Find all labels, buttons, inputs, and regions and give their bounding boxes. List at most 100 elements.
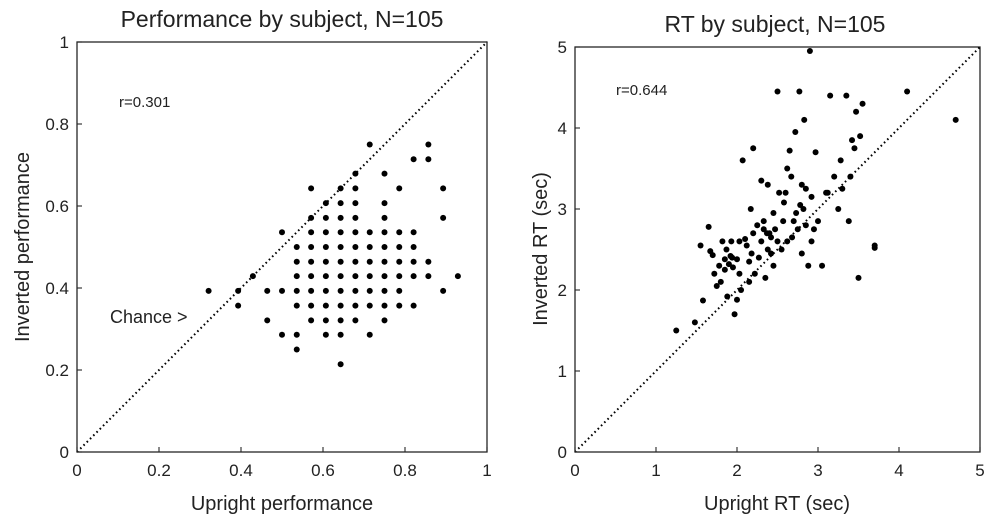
data-point bbox=[366, 287, 373, 294]
data-point bbox=[205, 287, 212, 294]
data-point bbox=[736, 238, 743, 245]
data-point bbox=[721, 256, 728, 263]
data-point bbox=[322, 273, 329, 280]
data-point bbox=[789, 234, 796, 241]
data-point bbox=[719, 238, 726, 245]
data-point bbox=[337, 200, 344, 207]
data-point bbox=[729, 264, 736, 271]
data-point bbox=[396, 244, 403, 250]
data-point bbox=[758, 238, 765, 245]
data-point bbox=[381, 273, 388, 280]
data-point bbox=[831, 173, 838, 180]
x-tick-label: 2 bbox=[732, 461, 741, 480]
data-point bbox=[322, 214, 329, 221]
data-point bbox=[352, 200, 359, 207]
data-point bbox=[410, 229, 417, 236]
data-point bbox=[293, 244, 300, 250]
data-point bbox=[410, 156, 417, 163]
data-point bbox=[750, 145, 757, 152]
data-point bbox=[337, 331, 344, 338]
data-point bbox=[352, 258, 359, 265]
y-tick-label: 0.2 bbox=[45, 361, 69, 380]
data-point bbox=[716, 262, 723, 269]
data-point bbox=[812, 149, 819, 156]
data-point bbox=[410, 244, 417, 250]
data-point bbox=[308, 273, 315, 280]
data-point bbox=[235, 302, 242, 309]
data-point bbox=[839, 185, 846, 192]
data-point bbox=[264, 317, 271, 324]
data-point bbox=[352, 317, 359, 324]
data-point bbox=[776, 189, 783, 196]
data-point bbox=[352, 302, 359, 309]
data-point bbox=[728, 238, 735, 245]
data-point bbox=[729, 254, 736, 261]
data-point bbox=[396, 185, 403, 192]
data-point bbox=[734, 296, 740, 303]
data-point bbox=[337, 317, 344, 324]
data-point bbox=[381, 287, 388, 294]
data-point bbox=[308, 185, 315, 192]
data-point bbox=[806, 48, 813, 55]
data-point bbox=[723, 246, 730, 253]
data-point bbox=[824, 189, 831, 196]
data-point bbox=[352, 244, 359, 250]
y-axis-label: Inverted RT (sec) bbox=[530, 172, 552, 326]
data-point bbox=[746, 278, 753, 285]
data-point bbox=[308, 214, 315, 221]
data-point bbox=[293, 331, 300, 338]
data-point bbox=[802, 185, 809, 192]
data-point bbox=[352, 170, 359, 177]
data-point bbox=[322, 258, 329, 265]
data-point bbox=[396, 302, 403, 309]
data-point bbox=[770, 262, 777, 269]
data-point bbox=[440, 214, 447, 221]
data-point bbox=[798, 250, 805, 257]
data-point bbox=[279, 331, 285, 338]
data-point bbox=[801, 116, 808, 123]
chart-title: Performance by subject, N=105 bbox=[121, 6, 444, 32]
data-point bbox=[713, 282, 720, 289]
data-point bbox=[805, 262, 812, 269]
data-point bbox=[410, 258, 417, 265]
data-point bbox=[754, 222, 761, 229]
correlation-annotation: r=0.301 bbox=[119, 94, 170, 111]
data-point bbox=[381, 229, 388, 236]
data-point bbox=[760, 218, 767, 225]
data-point bbox=[337, 287, 344, 294]
data-point bbox=[322, 229, 329, 236]
data-point bbox=[279, 229, 285, 236]
y-tick-label: 1 bbox=[60, 33, 69, 52]
data-point bbox=[322, 287, 329, 294]
data-point bbox=[366, 229, 373, 236]
data-point bbox=[815, 218, 821, 225]
data-point bbox=[264, 287, 271, 294]
data-point bbox=[747, 206, 754, 212]
data-point bbox=[454, 273, 461, 280]
data-point bbox=[366, 302, 373, 309]
data-point bbox=[798, 181, 805, 188]
y-axis-ticks: 0 1 2 3 4 5 bbox=[558, 38, 580, 462]
data-point bbox=[721, 266, 728, 273]
data-point bbox=[425, 273, 432, 280]
x-tick-label: 0 bbox=[570, 461, 579, 480]
y-axis-ticks: 0 0.2 0.4 0.6 0.8 1 bbox=[45, 33, 82, 462]
data-points bbox=[673, 48, 959, 334]
data-point bbox=[279, 287, 285, 294]
data-point bbox=[293, 273, 300, 280]
data-point bbox=[835, 206, 842, 212]
x-tick-label: 0.4 bbox=[229, 461, 253, 480]
data-point bbox=[381, 244, 388, 250]
data-point bbox=[440, 185, 447, 192]
data-point bbox=[425, 141, 432, 148]
data-point bbox=[293, 258, 300, 265]
y-tick-label: 4 bbox=[558, 119, 567, 138]
y-tick-label: 0 bbox=[60, 443, 69, 462]
data-point bbox=[871, 242, 878, 249]
data-point bbox=[366, 331, 373, 338]
data-point bbox=[845, 218, 852, 225]
data-point bbox=[739, 157, 746, 164]
data-point bbox=[758, 177, 765, 184]
data-point bbox=[794, 226, 801, 233]
